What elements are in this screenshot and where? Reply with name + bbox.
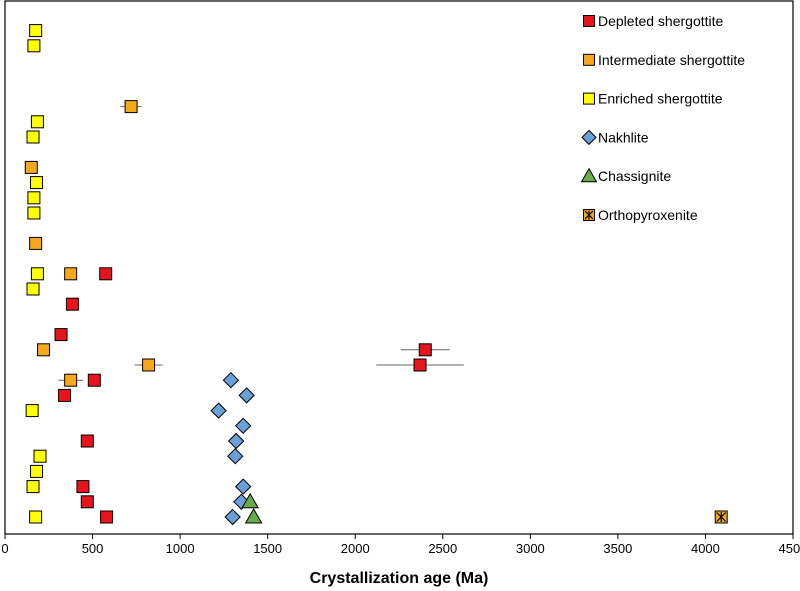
depleted-shergottite-point: [100, 510, 114, 524]
series-orthopyroxenite: [714, 510, 728, 524]
depleted-shergottite-point: [65, 297, 79, 311]
intermediate-shergottite-point: [124, 100, 138, 114]
intermediate-shergottite-point: [29, 236, 43, 250]
legend-item-enriched-shergottite: Enriched shergottite: [583, 91, 723, 107]
legend-marker-nakhlite: [581, 129, 597, 146]
x-tick-label: 0: [1, 541, 8, 556]
nakhlite-point: [238, 387, 255, 404]
intermediate-shergottite-point: [24, 160, 38, 174]
enriched-shergottite-point: [29, 510, 43, 524]
x-tick-label: 1000: [166, 541, 195, 556]
x-tick-label: 3500: [603, 541, 632, 556]
legend-label-depleted-shergottite: Depleted shergottite: [598, 13, 724, 29]
legend: Depleted shergottite Intermediate shergot…: [580, 13, 745, 223]
chassignite-point: [244, 507, 263, 524]
enriched-shergottite-point: [33, 449, 47, 463]
legend-item-depleted-shergottite: Depleted shergottite: [583, 13, 724, 29]
depleted-shergottite-point: [54, 328, 68, 342]
legend-item-orthopyroxenite: Orthopyroxenite: [583, 207, 698, 223]
enriched-shergottite-point: [30, 115, 44, 129]
intermediate-shergottite-point: [37, 343, 51, 357]
legend-label-intermediate-shergottite: Intermediate shergottite: [598, 52, 745, 68]
legend-item-chassignite: Chassignite: [580, 167, 671, 184]
enriched-shergottite-point: [26, 130, 40, 144]
legend-marker-enriched-shergottite: [583, 92, 595, 105]
nakhlite-point: [210, 402, 227, 419]
depleted-shergottite-point: [80, 495, 94, 509]
enriched-shergottite-point: [25, 404, 39, 418]
legend-marker-chassignite: [580, 167, 598, 183]
orthopyroxenite-point-stroke: [716, 512, 727, 522]
depleted-shergottite-point: [87, 373, 101, 387]
series-chassignite: [241, 492, 263, 524]
enriched-shergottite-point: [27, 191, 41, 205]
nakhlite-point: [234, 478, 252, 495]
legend-marker-intermediate-shergottite: [583, 53, 595, 66]
legend-marker-orthopyroxenite-stroke: [584, 210, 594, 220]
x-tick-label: 2500: [428, 541, 457, 556]
depleted-shergottite-point: [80, 434, 94, 448]
x-tick-label: 3000: [516, 541, 545, 556]
depleted-shergottite-point: [418, 343, 432, 357]
data-marks: [24, 24, 728, 526]
depleted-shergottite-point: [413, 358, 427, 372]
nakhlite-point: [227, 432, 245, 450]
series-depleted-shergottite: [54, 267, 464, 524]
x-tick-label: 2000: [341, 541, 370, 556]
enriched-shergottite-point: [30, 267, 44, 281]
x-tick-label: 4500: [779, 541, 800, 556]
enriched-shergottite-point: [26, 480, 40, 494]
enriched-shergottite-point: [29, 24, 43, 38]
legend-label-enriched-shergottite: Enriched shergottite: [598, 91, 723, 107]
series-intermediate-shergottite: [24, 100, 163, 387]
enriched-shergottite-point: [27, 206, 41, 220]
legend-item-nakhlite: Nakhlite: [581, 129, 649, 146]
x-axis-ticks: 0 500 1000 1500 2000 2500 3000 3500 4000 4500: [1, 534, 800, 556]
x-tick-label: 1500: [253, 541, 282, 556]
enriched-shergottite-point: [30, 464, 44, 478]
legend-label-orthopyroxenite: Orthopyroxenite: [598, 207, 698, 223]
x-axis-title: Crystallization age (Ma): [310, 570, 489, 587]
legend-label-chassignite: Chassignite: [598, 168, 671, 184]
nakhlite-point: [227, 447, 244, 465]
legend-item-intermediate-shergottite: Intermediate shergottite: [583, 52, 745, 68]
chassignite-point: [241, 492, 260, 509]
intermediate-shergottite-point: [64, 373, 78, 387]
enriched-shergottite-point: [26, 282, 40, 296]
series-nakhlite: [210, 371, 255, 526]
x-tick-label: 500: [82, 541, 104, 556]
nakhlite-point: [224, 508, 241, 526]
depleted-shergottite-point: [76, 480, 90, 494]
intermediate-shergottite-point: [142, 358, 156, 372]
nakhlite-point: [234, 417, 252, 435]
depleted-shergottite-point: [99, 267, 113, 281]
intermediate-shergottite-point: [64, 267, 78, 281]
nakhlite-point: [222, 371, 240, 389]
enriched-shergottite-point: [27, 39, 41, 53]
legend-label-nakhlite: Nakhlite: [598, 129, 649, 145]
plot-frame: [4, 0, 794, 535]
depleted-shergottite-point: [58, 388, 72, 402]
x-tick-label: 4000: [691, 541, 720, 556]
legend-marker-depleted-shergottite: [583, 15, 595, 27]
series-enriched-shergottite: [25, 24, 47, 524]
enriched-shergottite-point: [30, 176, 44, 190]
